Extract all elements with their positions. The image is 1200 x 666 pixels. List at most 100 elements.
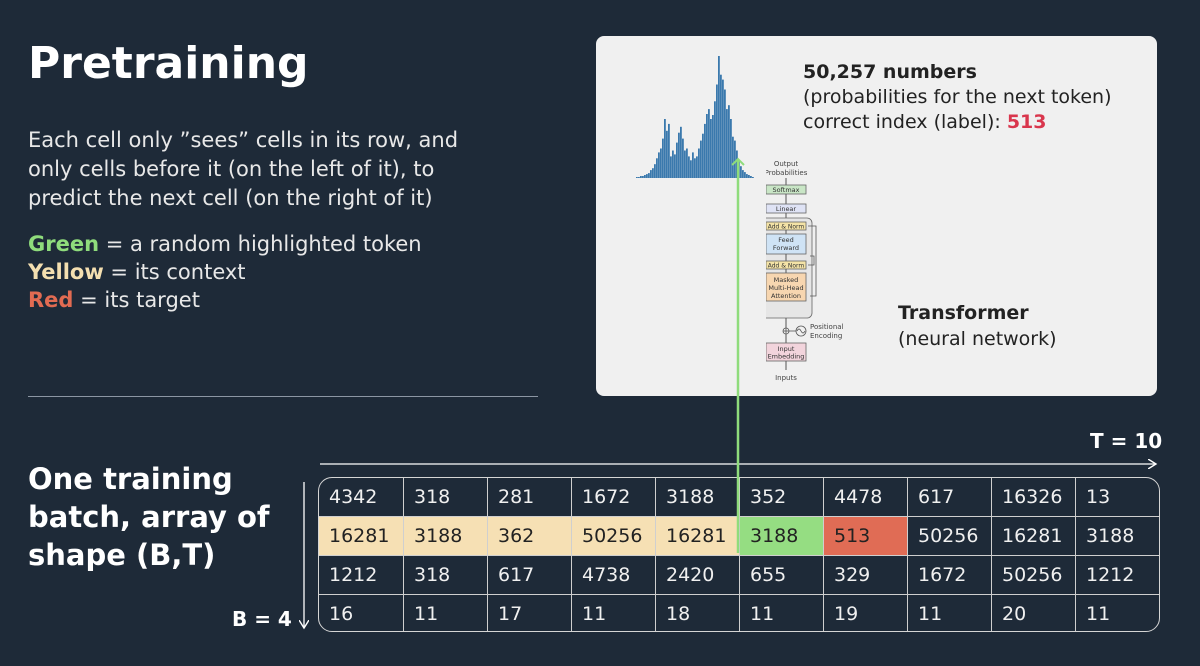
token-cell: 11 [403,595,487,631]
context-token-cell: 3188 [403,517,487,555]
histogram-bar [644,175,646,178]
context-token-cell: 362 [487,517,571,555]
histogram-bar [714,101,716,178]
model-desc: (neural network) [898,328,1057,350]
token-cell: 50256 [991,556,1075,594]
token-cell: 329 [823,556,907,594]
arch-label-probabilities: Probabilities [766,169,808,177]
add-norm-bottom-label: Add & Norm [768,263,805,270]
histogram-bar [694,158,696,178]
histogram-bar [656,158,658,178]
output-count: 50,257 numbers [803,61,977,83]
token-cell: 11 [571,595,655,631]
histogram-bar [650,170,652,178]
token-cell: 11 [907,595,991,631]
histogram-bar [744,172,746,178]
histogram-bar [722,79,724,178]
input-embedding-label-1: Input [778,345,795,353]
histogram-bar [636,177,638,178]
histogram-bar [750,176,752,178]
batch-row: 4342 318 281 1672 3188 352 4478 617 16326 13 [319,478,1159,516]
histogram-bar [638,177,640,178]
feed-forward-label-1: Feed [778,236,794,244]
histogram-bar [710,119,712,178]
output-panel: 50,257 numbers (probabilities for the ne… [596,36,1157,396]
probability-description: 50,257 numbers (probabilities for the ne… [803,60,1112,135]
token-cell: 318 [403,556,487,594]
section-divider [28,396,538,397]
context-token-cell: 16281 [319,517,403,555]
token-cell: 4478 [823,478,907,516]
histogram-bar [728,105,730,178]
label-prefix: correct index (label): [803,111,1007,133]
histogram-bar [692,152,694,178]
inputs-label: Inputs [775,374,797,382]
token-cell: 50256 [907,517,991,555]
token-cell: 1672 [907,556,991,594]
token-cell: 17 [487,595,571,631]
histogram-bar [752,177,754,178]
histogram-bar [658,152,660,178]
transformer-description: Transformer (neural network) [898,300,1057,352]
histogram-bar [700,140,702,178]
attention-label-3: Attention [771,292,801,300]
highlighted-token-cell: 3188 [739,517,823,555]
token-cell: 617 [907,478,991,516]
histogram-bar [708,109,710,178]
histogram-bar [686,148,688,178]
token-cell: 4342 [329,486,378,508]
linear-label: Linear [776,205,797,213]
context-token-cell: 50256 [571,517,655,555]
positional-label-2: Encoding [810,332,842,340]
token-cell: 1212 [329,564,378,586]
token-cell: 617 [487,556,571,594]
token-cell: 19 [823,595,907,631]
legend-item-yellow: Yellow = its context [28,258,422,286]
legend-item-red: Red = its target [28,286,422,314]
histogram-bar [730,119,732,178]
transformer-diagram: Output Probabilities Softmax Linear Add … [766,160,844,382]
target-token-cell: 513 [823,517,907,555]
histogram-bar [704,123,706,178]
histogram-bar [706,114,708,178]
histogram-bar [718,56,720,178]
attention-label-2: Multi-Head [768,284,803,292]
histogram-bar [688,156,690,178]
token-cell: 20 [991,595,1075,631]
histogram-bar [698,148,700,178]
token-cell: 16281 [991,517,1075,555]
histogram-bar [724,89,726,178]
histogram-bar [666,130,668,178]
masked-attention-block [766,272,807,302]
histogram-bar [680,126,682,178]
batch-row: 1212 318 617 4738 2420 655 329 1672 50256 1212 [319,555,1159,594]
histogram-bar [652,168,654,178]
histogram-bar [716,84,718,178]
legend-key: Green [28,232,100,256]
token-cell: 16 [329,603,354,625]
token-cell: 11 [739,595,823,631]
histogram-bar [732,136,734,178]
add-norm-top-label: Add & Norm [768,224,805,231]
label-value: 513 [1006,111,1047,133]
legend-item-green: Green = a random highlighted token [28,230,422,258]
histogram-bar [646,174,648,178]
batch-row: 16281 3188 362 50256 16281 3188 513 50256 16281 3… [319,516,1159,555]
token-cell: 2420 [655,556,739,594]
histogram-bar [664,119,666,178]
batch-row: 16 11 17 11 18 11 19 11 20 11 [319,594,1159,631]
histogram-bar [740,166,742,178]
residual-connection [808,255,815,266]
context-token-cell: 16281 [655,517,739,555]
token-cell: 3188 [655,478,739,516]
histogram-bar [696,156,698,178]
token-cell: 4738 [571,556,655,594]
token-cell: 16326 [991,478,1075,516]
histogram-bar [648,173,650,178]
histogram-bar [690,160,692,178]
histogram-bar [672,150,674,178]
legend-text: = its target [73,288,200,312]
histogram-bar [684,150,686,178]
token-cell: 18 [655,595,739,631]
histogram-bar [748,175,750,178]
